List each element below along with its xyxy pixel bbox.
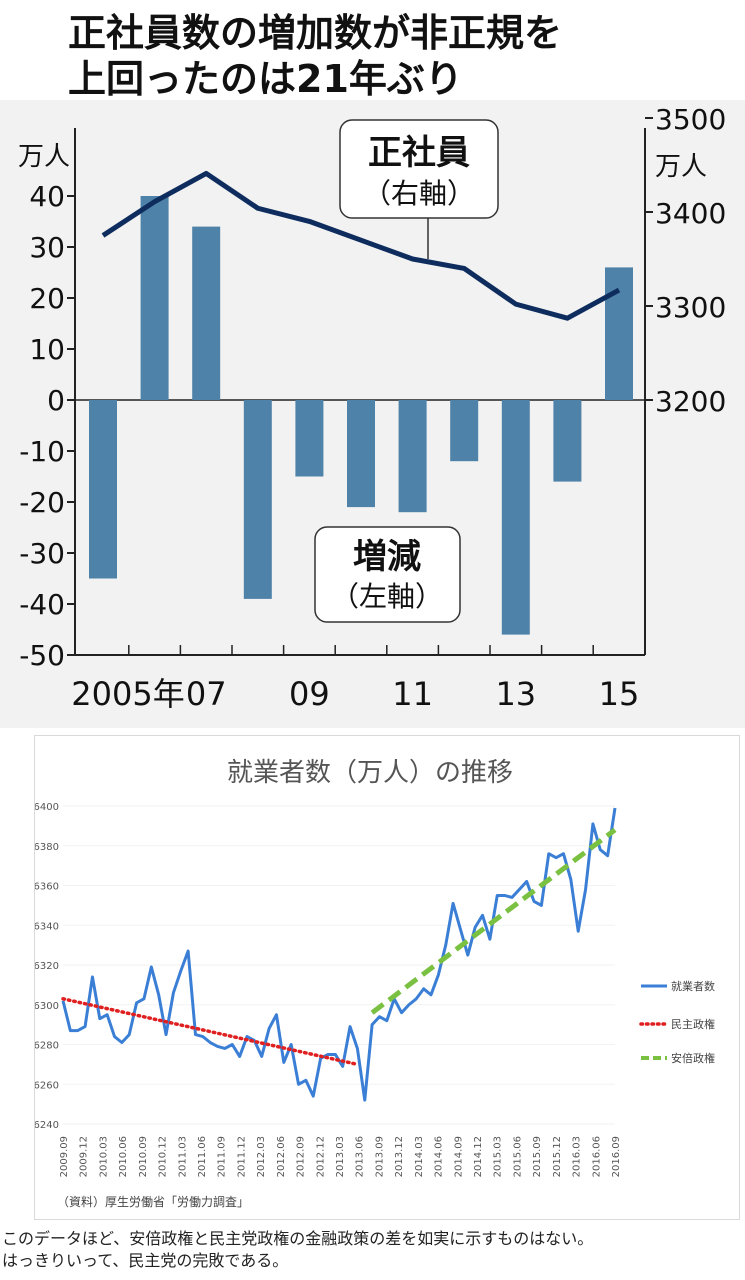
bar-2007 [192, 226, 221, 400]
chart2-x-tick-label: 2014.06 [434, 1136, 445, 1177]
chart2-x-tick-label: 2011.03 [177, 1136, 188, 1177]
chart2-x-tick-label: 2015.03 [493, 1136, 504, 1177]
chart2-title: 就業者数（万人）の推移 [227, 758, 513, 788]
callout-box-line [339, 119, 499, 219]
chart2-x-tick-label: 2015.09 [532, 1136, 543, 1177]
chart2-x-tick-label: 2012.06 [276, 1136, 287, 1177]
bar-2015 [605, 267, 633, 400]
caption-line-1: このデータほど、安倍政権と民主党政権の金融政策の差を如実に示すものはない。 [2, 1229, 594, 1248]
chart2-x-tick-label: 2014.09 [453, 1136, 464, 1177]
chart2-x-tick-label: 2014.03 [414, 1136, 425, 1177]
left-tick-label: -10 [19, 435, 65, 468]
bar-series-sublabel: （左軸） [331, 580, 443, 613]
right-tick-label: 3300 [655, 291, 726, 324]
bar-2005 [89, 400, 117, 579]
bar-series-label: 増減 [353, 537, 421, 577]
chart2-source: （資料）厚生労働省「労働力調査」 [57, 1195, 249, 1209]
chart2-x-tick-label: 2010.06 [118, 1136, 129, 1177]
chart2-x-tick-label: 2016.06 [591, 1136, 602, 1177]
chart2-x-tick-label: 2013.12 [394, 1136, 405, 1177]
chart2-x-tick-label: 2013.06 [355, 1136, 366, 1177]
chart2-y-tick-label: 6380 [35, 842, 59, 853]
chart2-x-tick-label: 2016.09 [611, 1136, 622, 1177]
legend-label-民主政権: 民主政権 [671, 1017, 715, 1031]
bar-2009 [295, 400, 324, 477]
chart2-x-tick-label: 2012.09 [296, 1136, 307, 1177]
chart2-y-tick-label: 6360 [35, 882, 59, 893]
x-tick-label: 15 [599, 675, 640, 713]
caption-line-2: はっきりいって、民主党の完敗である。 [2, 1251, 289, 1270]
right-tick-label: 3400 [655, 197, 726, 230]
chart2-x-tick-label: 2012.03 [256, 1136, 267, 1177]
bar-2010 [347, 400, 375, 508]
left-tick-label: 40 [29, 180, 65, 213]
chart2-x-tick-label: 2013.09 [374, 1136, 385, 1177]
chart2-x-tick-label: 2016.03 [572, 1136, 583, 1177]
callout-box-bar [314, 526, 461, 623]
chart2-y-tick-label: 6300 [35, 1001, 59, 1012]
chart2-x-tick-label: 2012.12 [315, 1136, 326, 1177]
bar-2011 [398, 400, 427, 513]
left-tick-label: -30 [19, 537, 65, 570]
chart1-title-line-2: 上回ったのは21年ぶり [68, 57, 463, 101]
chart2-x-tick-label: 2015.06 [512, 1136, 523, 1177]
chart2-x-tick-label: 2014.12 [473, 1136, 484, 1177]
employment-chart: 就業者数（万人）の推移 6400 6380 6360 6340 6320 6300 6280 6… [35, 758, 715, 1209]
left-tick-label: 0 [47, 384, 65, 417]
chart2-y-tick-label: 6260 [35, 1080, 59, 1091]
x-tick-label: 13 [495, 675, 536, 713]
chart2-x-tick-label: 2010.12 [158, 1136, 169, 1177]
x-tick-label: 09 [289, 675, 330, 713]
chart2-x-tick-label: 2009.12 [79, 1136, 90, 1177]
chart2-y-tick-label: 6340 [35, 921, 59, 932]
chart2-x-tick-label: 2009.09 [59, 1136, 70, 1177]
x-tick-label: 2005年 [71, 675, 184, 713]
x-tick-label: 11 [392, 675, 433, 713]
chart2-series-安倍政権 [370, 827, 617, 1015]
line-series-seishain [101, 170, 621, 321]
chart1-title-line-1: 正社員数の増加数が非正規を [68, 11, 562, 55]
caption: このデータほど、安倍政権と民主党政権の金融政策の差を如実に示すものはない。 はっ… [2, 1228, 745, 1272]
chart2-x-tick-label: 2015.12 [552, 1136, 563, 1177]
x-tick-label: 07 [186, 675, 227, 713]
chart2-y-tick-label: 6240 [35, 1120, 59, 1131]
bar-2014 [553, 400, 582, 482]
employment-chart-frame: 就業者数（万人）の推移 6400 6380 6360 6340 6320 6300 6280 6… [34, 735, 740, 1220]
bar-2006 [140, 196, 169, 400]
legend-label-就業者数: 就業者数 [671, 979, 715, 993]
chart2-x-tick-label: 2011.06 [197, 1136, 208, 1177]
bar-2008 [243, 400, 272, 599]
chart2-y-tick-label: 6280 [35, 1041, 59, 1052]
bar-2012 [450, 400, 479, 462]
chart2-series-就業者数 [61, 807, 617, 1102]
chart2-y-tick-label: 6320 [35, 961, 59, 972]
right-tick-label: 3200 [655, 385, 726, 418]
chart2-x-tick-label: 2011.09 [217, 1136, 228, 1177]
chart2-x-tick-label: 2011.12 [236, 1136, 247, 1177]
chart2-x-tick-label: 2013.03 [335, 1136, 346, 1177]
chart2-series-民主政権 [61, 997, 360, 1067]
line-series-sublabel: （右軸） [363, 177, 475, 210]
chart2-y-tick-label: 6400 [35, 802, 59, 813]
chart2-x-tick-label: 2010.09 [138, 1136, 149, 1177]
left-axis-unit: 万人 [18, 142, 70, 172]
left-tick-label: 10 [29, 333, 65, 366]
chart2-x-tick-label: 2010.03 [98, 1136, 109, 1177]
line-series-label: 正社員 [368, 133, 470, 173]
right-tick-label: 3500 [655, 103, 726, 136]
legend-label-安倍政権: 安倍政権 [671, 1051, 715, 1065]
left-tick-label: -50 [19, 639, 65, 672]
left-tick-label: -40 [19, 588, 65, 621]
left-tick-label: -20 [19, 486, 65, 519]
left-tick-label: 20 [29, 282, 65, 315]
left-tick-label: 30 [29, 231, 65, 264]
right-axis-unit: 万人 [655, 152, 707, 182]
title-background [0, 0, 745, 100]
bar-2013 [501, 400, 530, 635]
